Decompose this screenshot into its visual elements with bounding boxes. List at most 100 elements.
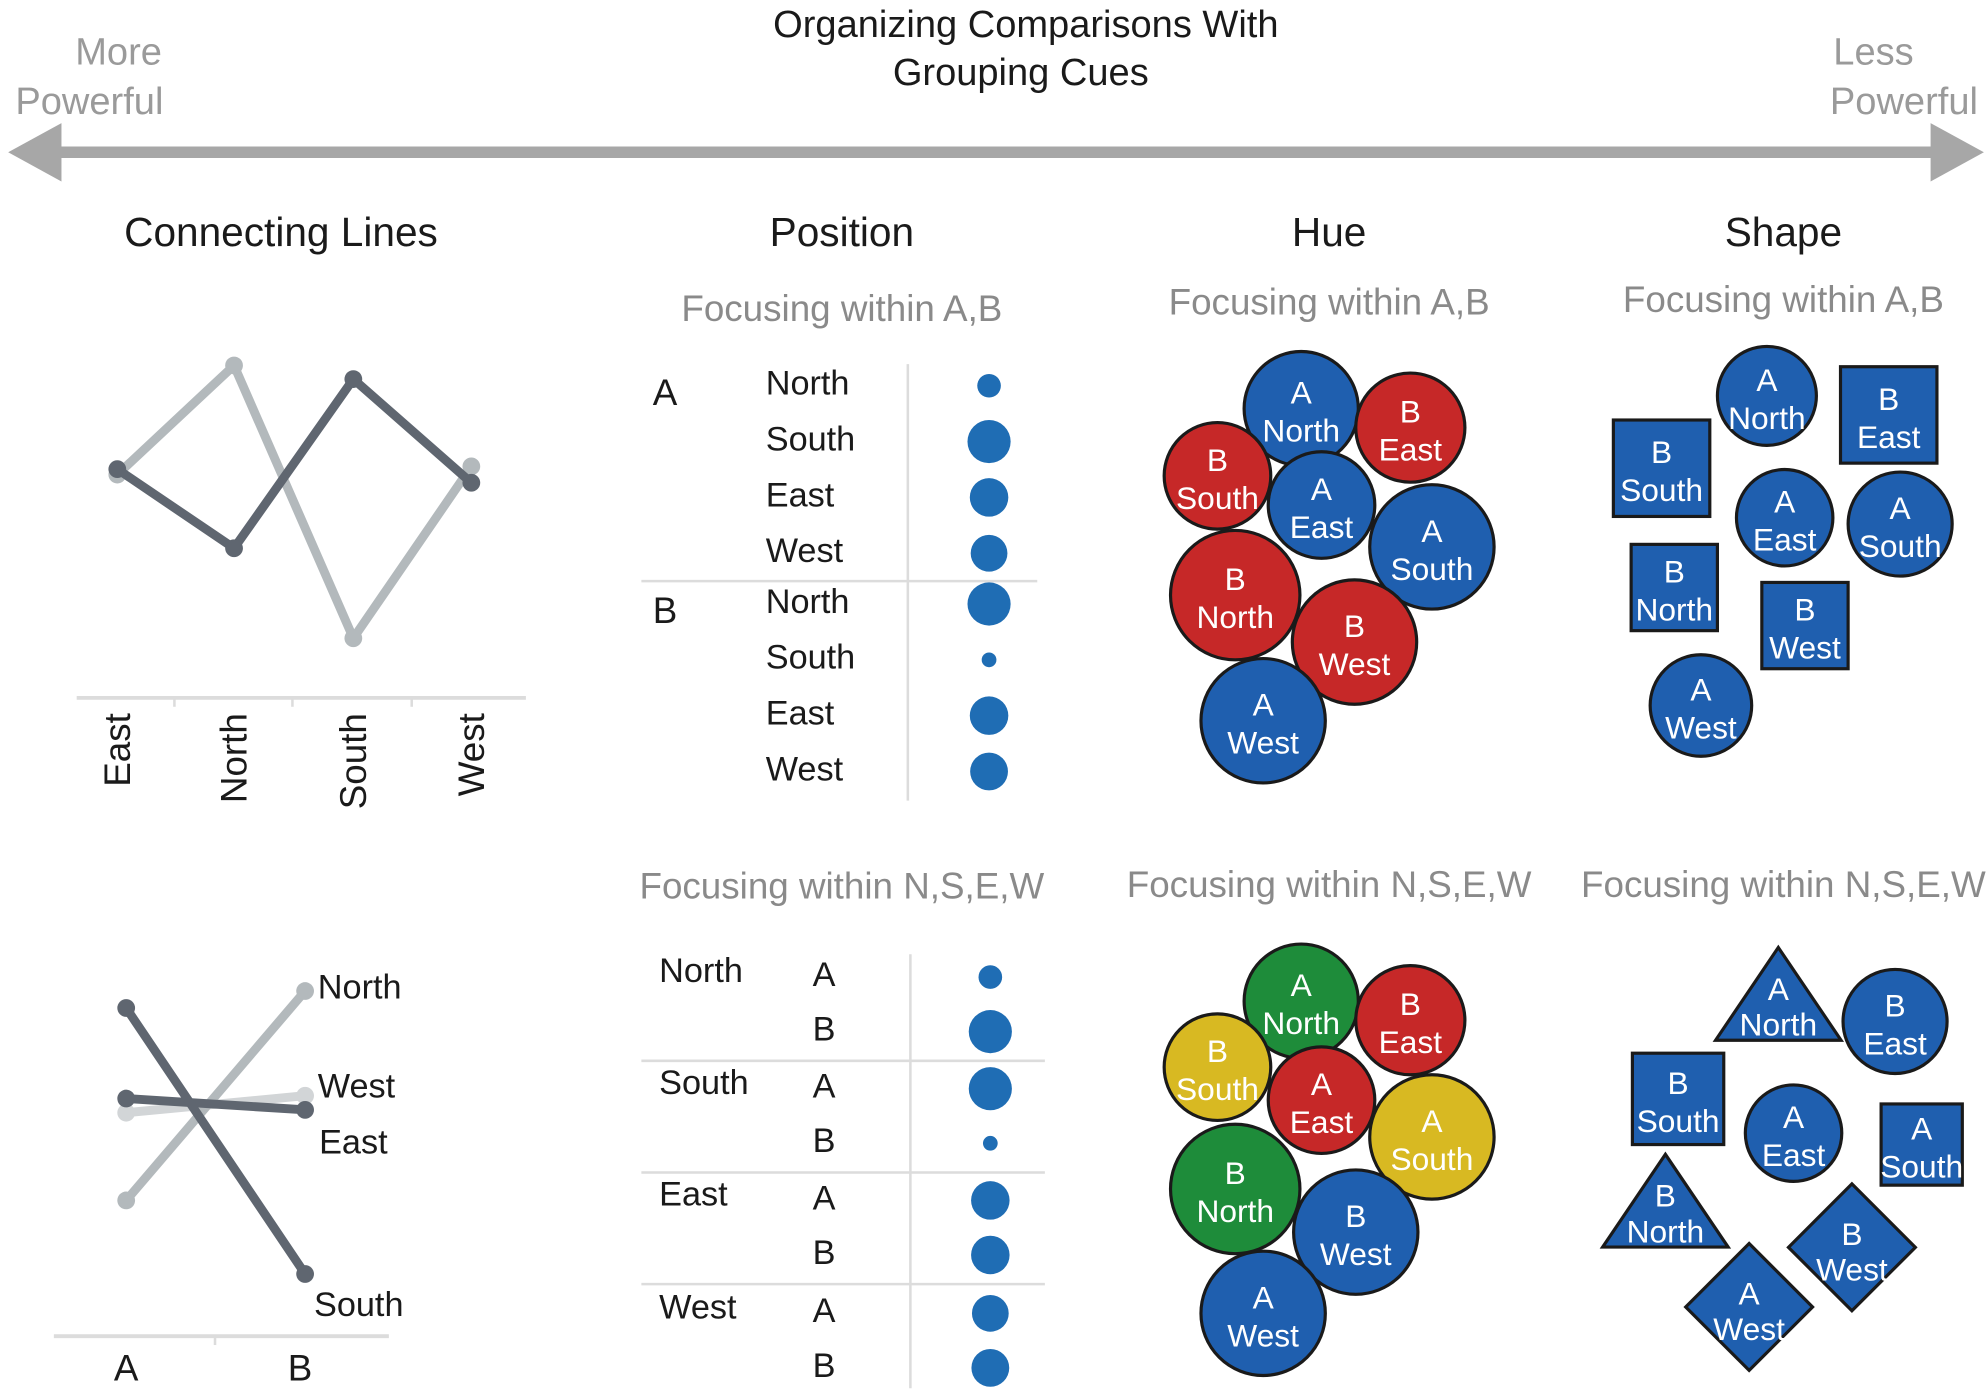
bubble-circle (1354, 964, 1467, 1077)
bubble-group-label: A (1291, 967, 1313, 1003)
shape-group-label: B (1878, 381, 1899, 417)
point-north-b (296, 982, 314, 1000)
double-headed-arrow (8, 123, 1984, 182)
shape-region-label: South (1637, 1103, 1720, 1139)
point-series-light (225, 356, 243, 375)
column-header-hue: Hue (1292, 209, 1366, 255)
row-label-a: A (813, 1068, 836, 1106)
arrow-head-right (1930, 123, 1984, 182)
series-label-north: North (318, 969, 402, 1007)
row-label-a: A (813, 1179, 836, 1217)
bubble-group-label: B (1400, 986, 1421, 1022)
bubble-region-label: North (1262, 1005, 1340, 1041)
group-label-east: East (659, 1175, 728, 1213)
bubble-circle (1368, 1073, 1496, 1201)
tick-label-west: West (451, 713, 492, 796)
shape-group-label: A (1739, 1275, 1761, 1311)
point-series-light (462, 457, 481, 476)
bubble-region-label: West (1227, 1317, 1299, 1353)
bubble-group-label: A (1253, 687, 1275, 723)
bubble-group-label: B (1225, 1155, 1246, 1191)
more-label: More (75, 32, 162, 74)
value-dot (967, 582, 1011, 626)
circle-shape (1846, 470, 1954, 578)
group-label-west: West (659, 1288, 737, 1326)
shape-region-label: South (1620, 472, 1703, 508)
circle-shape (1841, 967, 1949, 1076)
bubble-circle (1368, 483, 1496, 611)
point-series-dark (108, 460, 127, 479)
line-series-light (114, 361, 476, 643)
row-label-b: B (813, 1234, 836, 1272)
bubble-circle (1199, 656, 1327, 785)
bubble-group-label: B (1345, 1198, 1366, 1234)
shape-region-label: North (1635, 591, 1713, 627)
row-label-b: B (813, 1347, 836, 1385)
bubble-circle (1266, 450, 1377, 560)
bubble-circle (1266, 1045, 1377, 1156)
subtitle-hue-within-nsew: Focusing within N,S,E,W (1127, 864, 1532, 905)
shape-region-label: East (1863, 1025, 1927, 1061)
square-shape (1629, 542, 1720, 633)
bubble-group-label: B (1344, 608, 1365, 644)
bubble-region-label: East (1290, 509, 1354, 545)
bubble-group-label: A (1421, 513, 1443, 549)
diamond-shape (1786, 1181, 1918, 1314)
group-label-north: North (659, 952, 743, 990)
series-label-east: East (319, 1123, 388, 1161)
value-dot (977, 373, 1001, 398)
point-west-b (296, 1086, 314, 1105)
subtitle-position-within-nsew: Focusing within N,S,E,W (639, 865, 1044, 906)
diamond-shape (1683, 1241, 1815, 1373)
shape-region-label: South (1880, 1149, 1963, 1185)
bubble-region-label: West (1227, 725, 1299, 761)
bubble-circle (1168, 528, 1302, 662)
row-label-a: A (813, 956, 836, 994)
powerful-left-label: Powerful (15, 81, 163, 123)
circle-shape (1715, 344, 1818, 447)
bubble-region-label: South (1176, 1071, 1259, 1107)
figure-title-line-1: Organizing Comparisons With (773, 4, 1278, 46)
bubble-region-label: East (1379, 1024, 1443, 1060)
group-label-a: A (653, 372, 678, 413)
point-series-dark (225, 539, 243, 558)
shape-region-label: East (1762, 1137, 1826, 1173)
shape-group-label: B (1651, 434, 1672, 470)
line-south (121, 1003, 310, 1279)
bubble-circle (1199, 1249, 1327, 1378)
row-label-south: South (766, 420, 856, 458)
position-within-ab-chart: A North South East West B North South East West (641, 364, 1038, 801)
bubble-circle (1162, 420, 1273, 531)
series-label-west: West (318, 1068, 396, 1106)
row-label-west: West (766, 532, 844, 570)
bubble-group-label: A (1311, 471, 1333, 507)
square-shape (1630, 1051, 1726, 1147)
shape-region-label: North (1728, 400, 1806, 436)
bubble-region-label: East (1379, 432, 1443, 468)
bubble-region-label: North (1196, 599, 1274, 635)
shape-region-label: North (1627, 1213, 1705, 1249)
row-label-b: B (813, 1011, 836, 1049)
connecting-lines-top-chart: East North South West (76, 356, 526, 809)
bubble-region-label: South (1390, 551, 1473, 587)
line-east (121, 1094, 310, 1115)
value-dot (969, 696, 1009, 735)
